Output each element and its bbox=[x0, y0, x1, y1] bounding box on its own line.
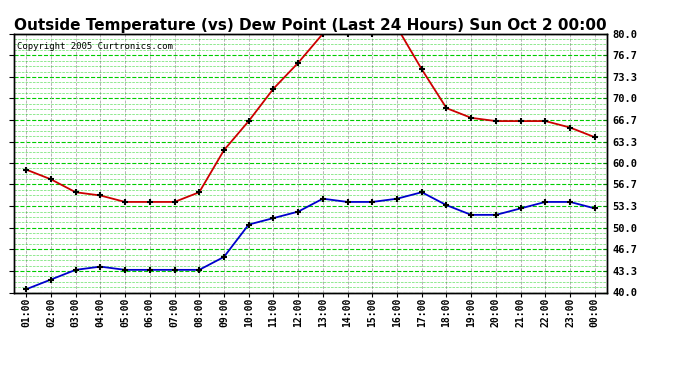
Text: Copyright 2005 Curtronics.com: Copyright 2005 Curtronics.com bbox=[17, 42, 172, 51]
Title: Outside Temperature (vs) Dew Point (Last 24 Hours) Sun Oct 2 00:00: Outside Temperature (vs) Dew Point (Last… bbox=[14, 18, 607, 33]
